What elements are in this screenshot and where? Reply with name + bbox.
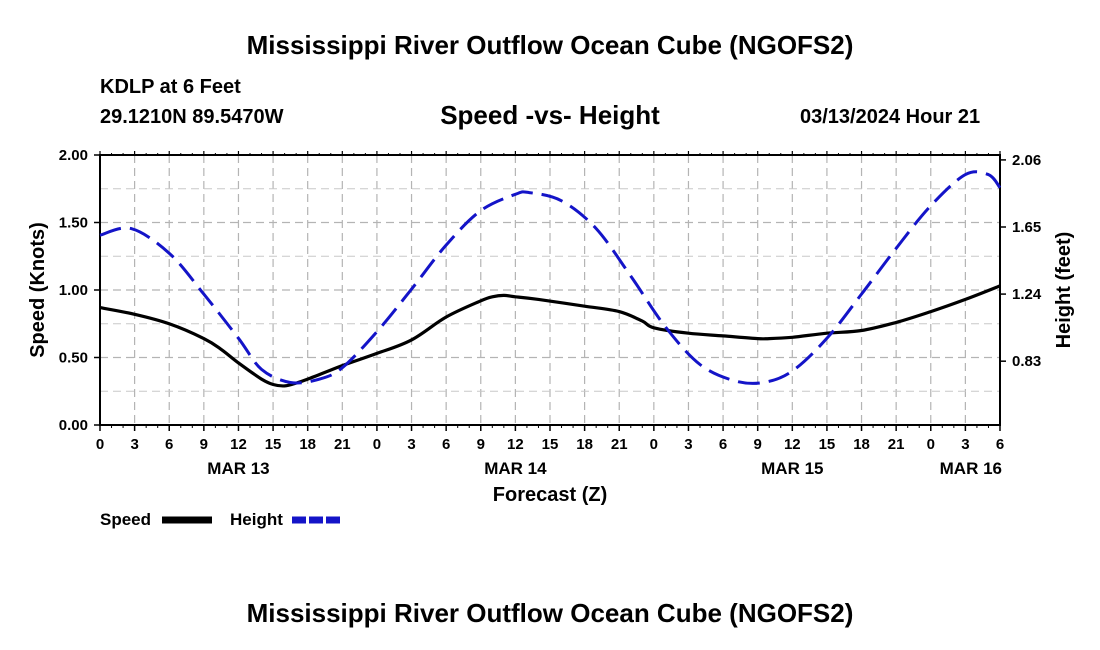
y-tick-label: 1.50: [59, 215, 88, 232]
x-tick-label: 0: [373, 436, 381, 453]
y-tick-label: 2.00: [59, 147, 88, 164]
y2-axis-label: Height (feet): [1053, 232, 1075, 349]
x-tick-label: 0: [96, 436, 104, 453]
x-tick-label: 9: [754, 436, 762, 453]
x-tick-label: 18: [853, 436, 870, 453]
date-label: MAR 15: [761, 459, 823, 478]
y2-tick-label: 1.24: [1012, 286, 1042, 303]
y2-tick-label: 0.83: [1012, 353, 1041, 370]
x-tick-label: 3: [684, 436, 692, 453]
legend-label-height: Height: [230, 510, 283, 529]
x-tick-label: 15: [265, 436, 282, 453]
x-axis-label: Forecast (Z): [493, 484, 607, 506]
y2-tick-label: 1.65: [1012, 219, 1041, 236]
y2-tick-label: 2.06: [1012, 152, 1041, 169]
x-tick-label: 12: [507, 436, 524, 453]
x-tick-label: 6: [165, 436, 173, 453]
x-tick-label: 15: [819, 436, 836, 453]
station-coordinates: 29.1210N 89.5470W: [100, 106, 284, 128]
x-tick-label: 18: [299, 436, 316, 453]
y-axis-label: Speed (Knots): [27, 222, 49, 358]
date-label: MAR 14: [484, 459, 547, 478]
x-tick-label: 0: [927, 436, 935, 453]
axes: 0 3 6 9 12 15 18 21 0 3 6 9 12 15 18 21 0 3 6 9 12 15 18 21 0 3 6 M…: [59, 147, 1042, 478]
x-tick-label: 12: [230, 436, 247, 453]
station-label: KDLP at 6 Feet: [100, 76, 241, 98]
legend: Speed Height: [100, 510, 342, 529]
series-line-speed: [99, 284, 1001, 388]
x-tick-label: 6: [996, 436, 1004, 453]
footer-title: Mississippi River Outflow Ocean Cube (NG…: [246, 598, 854, 628]
x-tick-label: 18: [576, 436, 593, 453]
x-tick-label: 9: [200, 436, 208, 453]
legend-label-speed: Speed: [100, 510, 151, 529]
x-tick-label: 9: [477, 436, 485, 453]
y-tick-label: 1.00: [59, 282, 88, 299]
y-tick-label: 0.50: [59, 350, 88, 367]
x-tick-label: 21: [611, 436, 628, 453]
x-tick-label: 21: [334, 436, 351, 453]
series-line-height: [99, 170, 1002, 385]
x-tick-label: 0: [650, 436, 658, 453]
x-tick-label: 3: [130, 436, 138, 453]
x-tick-label: 12: [784, 436, 801, 453]
date-label: MAR 13: [207, 459, 269, 478]
chart-title: Mississippi River Outflow Ocean Cube (NG…: [246, 30, 854, 60]
forecast-datetime: 03/13/2024 Hour 21: [800, 106, 981, 128]
x-tick-label: 6: [442, 436, 450, 453]
x-tick-label: 15: [542, 436, 559, 453]
x-tick-label: 21: [888, 436, 905, 453]
x-tick-label: 3: [407, 436, 415, 453]
x-tick-label: 6: [719, 436, 727, 453]
series: [99, 170, 1002, 388]
x-tick-label: 3: [961, 436, 969, 453]
date-label: MAR 16: [940, 459, 1002, 478]
y-tick-label: 0.00: [59, 417, 88, 434]
chart-subtitle: Speed -vs- Height: [440, 100, 660, 130]
